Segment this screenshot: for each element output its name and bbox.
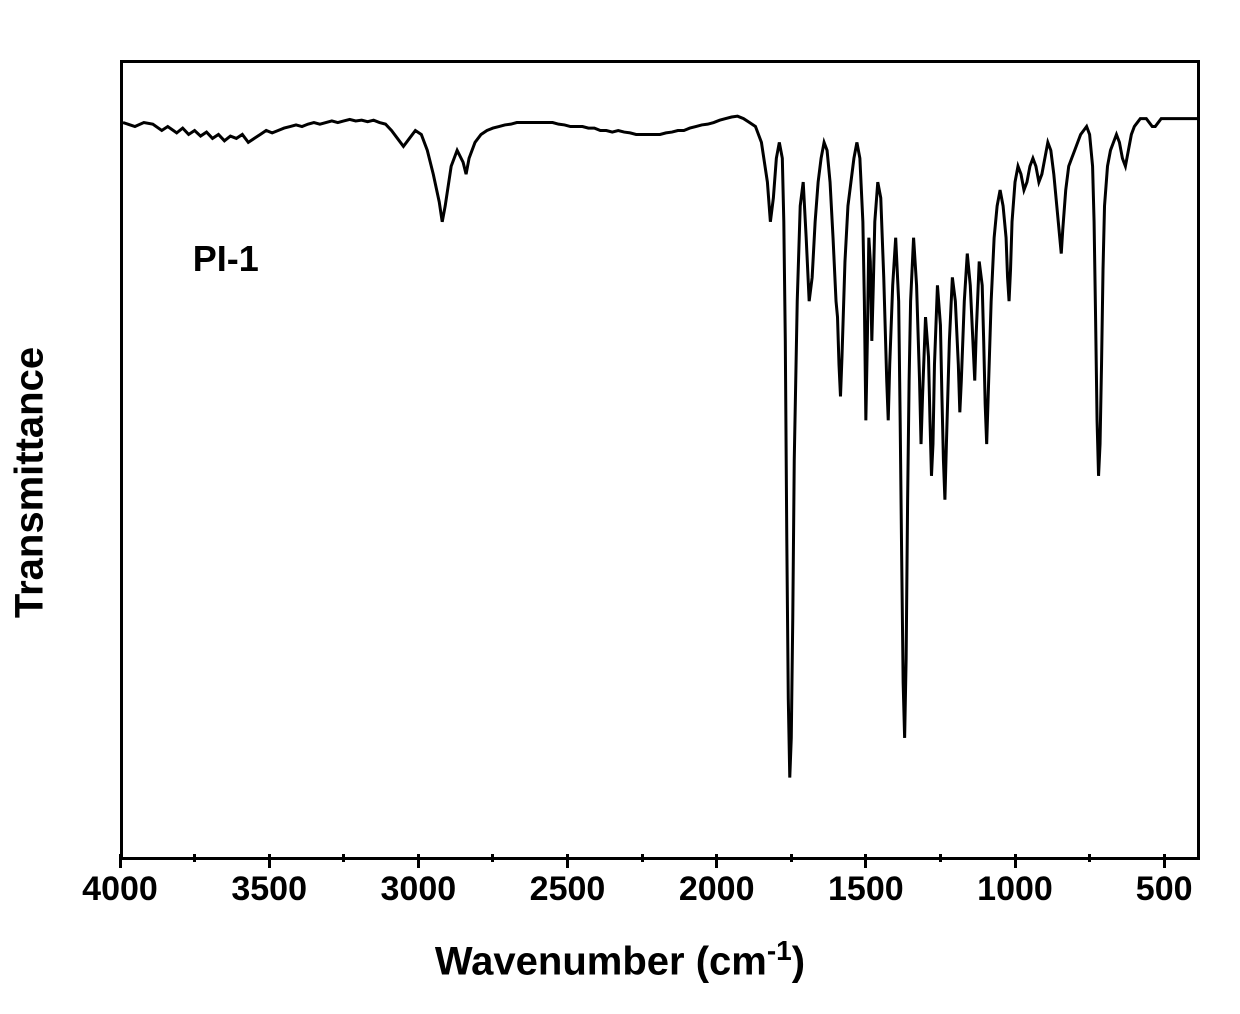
x-tick-minor [939,854,942,862]
x-axis-label: Wavenumber (cm-1) [20,935,1220,984]
x-tick-label: 500 [1136,870,1193,909]
x-tick-label: 2500 [530,870,606,909]
x-tick-label: 1000 [977,870,1053,909]
x-tick-major [715,854,718,868]
x-tick-minor [790,854,793,862]
x-tick-major [864,854,867,868]
y-axis-label: Transmittance [8,347,53,618]
x-tick-label: 1500 [828,870,904,909]
chart-container: PI-1 4000350030002500200015001000500 Tra… [20,20,1220,994]
x-axis-label-prefix: Wavenumber (cm [435,939,767,983]
x-tick-label: 4000 [82,870,158,909]
x-tick-major [268,854,271,868]
x-tick-minor [1088,854,1091,862]
series-label: PI-1 [193,238,259,280]
x-tick-major [119,854,122,868]
spectrum-line [123,63,1197,857]
x-tick-label: 3500 [231,870,307,909]
x-tick-major [417,854,420,868]
plot-area: PI-1 [120,60,1200,860]
x-tick-major [566,854,569,868]
x-tick-minor [491,854,494,862]
x-axis-label-suffix: ) [792,939,805,983]
x-tick-label: 3000 [381,870,457,909]
x-tick-major [1014,854,1017,868]
x-tick-major [1163,854,1166,868]
x-tick-label: 2000 [679,870,755,909]
x-axis-label-sup: -1 [767,935,792,966]
x-tick-minor [342,854,345,862]
x-tick-minor [641,854,644,862]
x-tick-minor [193,854,196,862]
